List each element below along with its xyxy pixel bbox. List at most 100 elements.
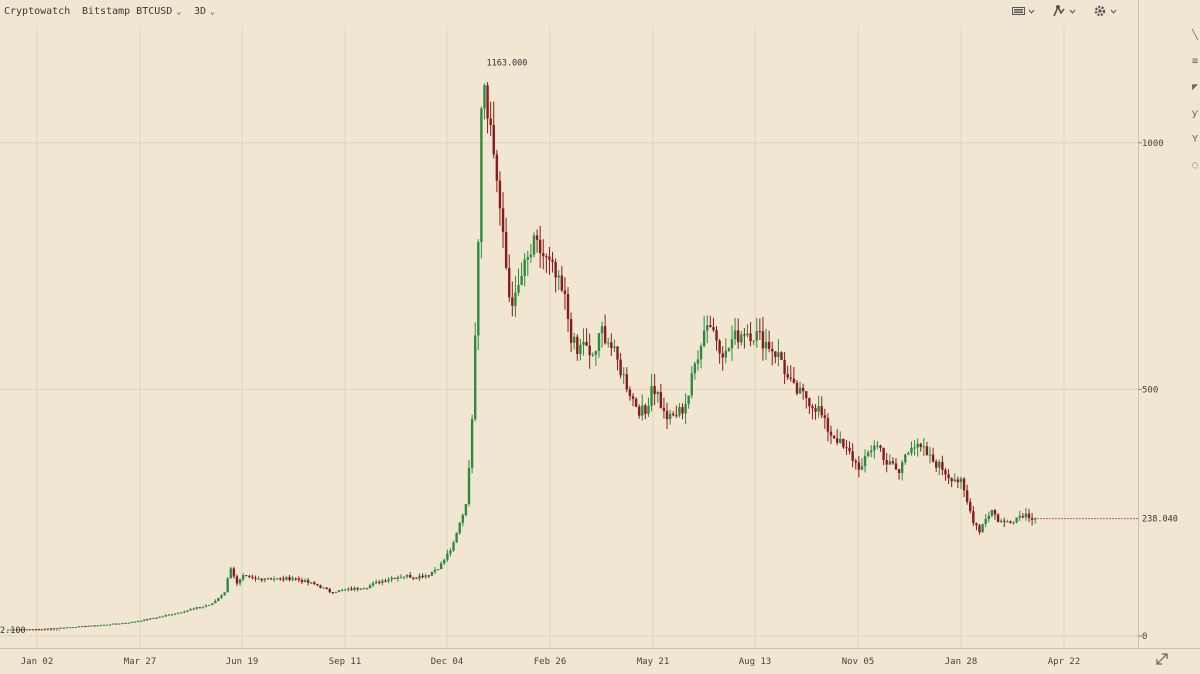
candle <box>702 316 706 348</box>
candle <box>81 625 84 628</box>
x-tick-label: Aug 13 <box>739 657 772 667</box>
candle <box>483 83 486 120</box>
period-selector[interactable]: 3D ⌄ <box>194 6 215 17</box>
candle <box>374 579 378 585</box>
candle <box>987 511 990 523</box>
candle <box>545 253 548 273</box>
candle <box>436 568 440 571</box>
candle <box>603 314 607 345</box>
candle <box>832 435 836 439</box>
candle <box>857 456 861 478</box>
candle <box>186 610 189 613</box>
candle <box>644 403 647 420</box>
candle <box>675 405 678 418</box>
brand-label[interactable]: Cryptowatch <box>4 6 71 17</box>
candle <box>1018 510 1021 521</box>
keyboard-icon[interactable] <box>1012 5 1036 20</box>
candle <box>736 318 740 350</box>
y-tick-label: 0 <box>1142 632 1147 642</box>
candle <box>170 613 174 616</box>
settings-gear-icon[interactable] <box>1093 4 1119 21</box>
candle <box>12 629 16 631</box>
candle <box>245 575 248 577</box>
lines-tool-icon[interactable]: ≡ <box>1192 56 1199 67</box>
fork-tool-icon[interactable]: Y <box>1192 134 1199 145</box>
candle <box>235 574 239 586</box>
market-label: Bitstamp BTCUSD <box>82 6 173 17</box>
candle <box>585 328 588 347</box>
candle <box>173 613 177 615</box>
candle <box>523 253 526 287</box>
candle <box>888 454 891 466</box>
low-price-label: 2.100 <box>0 626 26 636</box>
period-label: 3D <box>194 6 207 17</box>
candle <box>569 312 573 352</box>
candle <box>965 484 969 505</box>
candle <box>269 577 273 581</box>
candle <box>272 576 276 582</box>
candle <box>761 317 765 361</box>
candle <box>53 628 56 630</box>
candle <box>808 397 811 415</box>
candle <box>59 627 62 629</box>
candle <box>470 414 474 474</box>
candle <box>167 613 171 616</box>
candle <box>752 340 755 346</box>
candle <box>557 270 560 291</box>
candle <box>331 592 335 595</box>
candle <box>767 330 771 353</box>
candle <box>418 573 421 581</box>
circle-tool-icon[interactable]: ◌ <box>1192 160 1199 171</box>
candle <box>873 440 876 459</box>
candle <box>359 587 362 591</box>
candle <box>956 476 960 489</box>
candle <box>405 574 409 579</box>
candle <box>362 587 366 590</box>
candle <box>319 584 322 589</box>
candle <box>938 459 941 476</box>
candle <box>647 397 650 417</box>
candle <box>16 629 19 631</box>
candle <box>839 431 842 444</box>
drawing-tool-icon[interactable] <box>1052 4 1078 21</box>
candle <box>266 577 270 580</box>
chevron-down-icon: ⌄ <box>176 7 182 16</box>
candle <box>631 393 635 407</box>
market-selector[interactable]: Bitstamp BTCUSD ⌄ <box>82 6 181 17</box>
candle <box>771 341 774 366</box>
candle <box>368 583 372 589</box>
candle <box>637 404 641 419</box>
candle <box>393 577 396 580</box>
candle <box>876 441 879 450</box>
line-tool-icon[interactable]: ╲ <box>1192 30 1199 41</box>
candle <box>443 558 446 565</box>
candle <box>622 367 625 385</box>
candle <box>449 548 452 557</box>
candle <box>724 338 728 364</box>
x-tick-label: Jan 02 <box>21 657 54 667</box>
candle <box>480 106 483 259</box>
candle <box>687 395 690 409</box>
candle <box>473 322 477 422</box>
candle <box>461 513 465 527</box>
candle <box>969 498 972 514</box>
y-axis: 0 500 1000 <box>1138 139 1164 642</box>
arrow-tool-icon[interactable]: ◤ <box>1192 82 1199 93</box>
candle <box>508 254 511 302</box>
candle <box>248 574 251 579</box>
candle <box>733 317 737 345</box>
candle <box>306 577 310 586</box>
fib-tool-icon[interactable]: ƴ <box>1192 108 1199 119</box>
expand-icon[interactable] <box>1156 653 1168 668</box>
candle <box>996 512 1000 523</box>
candle <box>690 366 693 399</box>
candle <box>975 522 978 531</box>
candle <box>207 604 211 606</box>
candle <box>913 439 916 456</box>
candle <box>854 458 857 470</box>
candle <box>1006 519 1009 523</box>
candle <box>591 352 594 357</box>
candle <box>115 623 118 625</box>
candle <box>560 265 564 293</box>
